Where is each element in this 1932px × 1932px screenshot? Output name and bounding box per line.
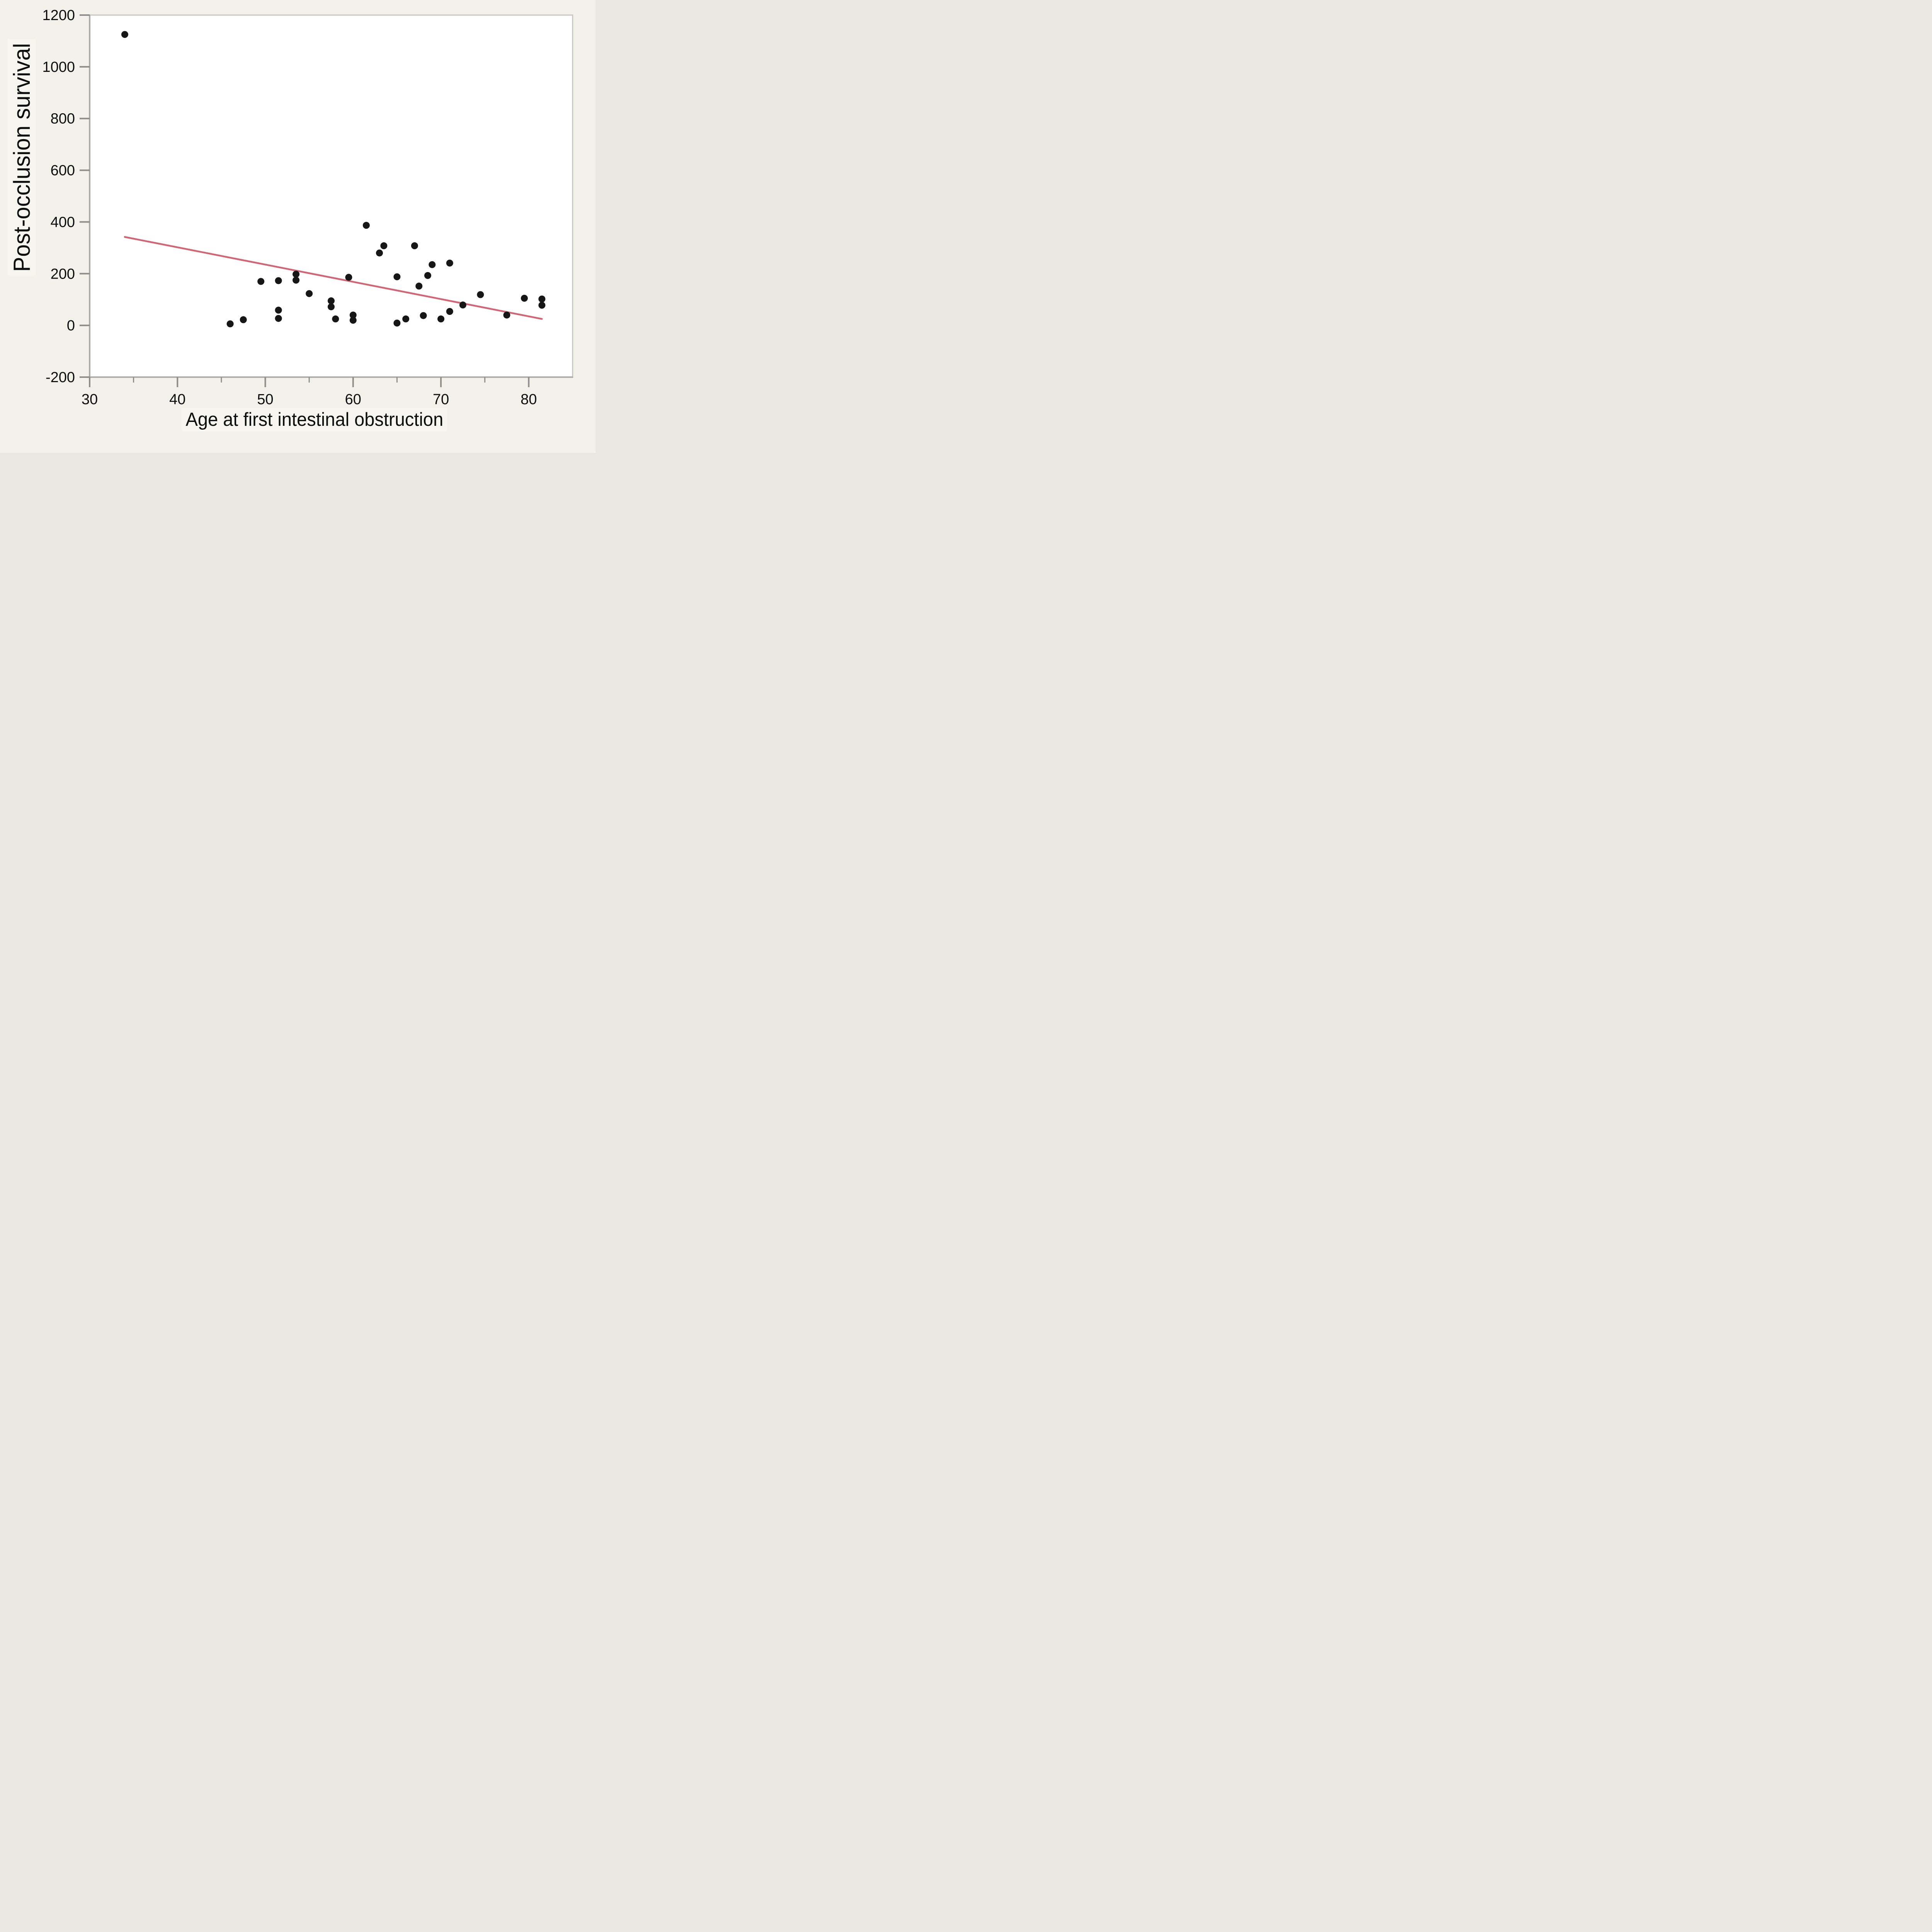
data-point xyxy=(411,242,418,250)
x-axis-tick-label: 60 xyxy=(345,391,361,408)
data-point xyxy=(332,315,339,323)
scatter-plot-svg: 30 40 50 60 70 80 1200 1000 800 600 400 200 0 -200 xyxy=(42,7,573,408)
y-axis-tick-label: 400 xyxy=(51,214,75,230)
data-point xyxy=(293,270,300,278)
data-point xyxy=(328,303,335,310)
x-axis-tick-label: 50 xyxy=(257,391,273,408)
y-axis-tick-label: -200 xyxy=(46,369,75,386)
data-point xyxy=(121,31,128,38)
data-point xyxy=(503,311,510,319)
x-axis-title: Age at first intestinal obstruction xyxy=(182,408,447,431)
data-point xyxy=(538,301,546,309)
data-point xyxy=(328,297,335,304)
data-point xyxy=(429,261,436,268)
data-point xyxy=(349,316,357,324)
y-axis-title: Post-occlusion survival xyxy=(8,39,36,276)
trend-line xyxy=(124,236,543,320)
plot-area-group xyxy=(90,15,573,377)
data-point xyxy=(275,306,282,314)
x-axis-tick-label: 80 xyxy=(520,391,537,408)
data-point xyxy=(380,242,388,250)
data-point xyxy=(393,273,401,281)
plot-background xyxy=(90,15,573,377)
data-point xyxy=(345,274,352,281)
y-axis-tick-label: 1200 xyxy=(42,7,75,24)
y-axis-tick-label: 600 xyxy=(51,163,75,179)
data-point xyxy=(349,311,357,319)
data-point xyxy=(257,278,265,285)
trend-line-group xyxy=(124,236,543,320)
data-point-group xyxy=(121,31,546,328)
data-point xyxy=(240,316,247,323)
tick-label-group: 30 40 50 60 70 80 1200 1000 800 600 400 200 0 -200 xyxy=(42,7,537,408)
data-point xyxy=(446,308,453,315)
y-axis-tick-label: 800 xyxy=(51,111,75,127)
x-axis-tick-label: 30 xyxy=(82,391,98,408)
data-point xyxy=(459,301,466,309)
data-point xyxy=(424,272,431,279)
y-axis-tick-label: 0 xyxy=(67,318,75,334)
data-point xyxy=(306,290,313,297)
data-point xyxy=(275,315,282,322)
x-axis-tick-label: 70 xyxy=(433,391,449,408)
data-point xyxy=(402,315,410,323)
tick-group xyxy=(80,14,530,387)
data-point xyxy=(538,295,546,303)
y-axis-tick-label: 200 xyxy=(51,266,75,282)
data-point xyxy=(376,249,383,257)
scatter-chart-figure: 30 40 50 60 70 80 1200 1000 800 600 400 200 0 -200 Ag… xyxy=(0,0,595,453)
data-point xyxy=(521,294,528,302)
x-axis-tick-label: 40 xyxy=(169,391,185,408)
y-axis-tick-label: 1000 xyxy=(42,59,75,75)
data-point xyxy=(437,315,445,323)
data-point xyxy=(420,312,427,319)
data-point xyxy=(446,259,453,267)
data-point xyxy=(275,277,282,284)
data-point xyxy=(362,222,370,229)
data-point xyxy=(477,291,484,298)
data-point xyxy=(393,320,401,327)
data-point xyxy=(293,277,300,284)
data-point xyxy=(415,282,423,290)
data-point xyxy=(226,320,234,328)
